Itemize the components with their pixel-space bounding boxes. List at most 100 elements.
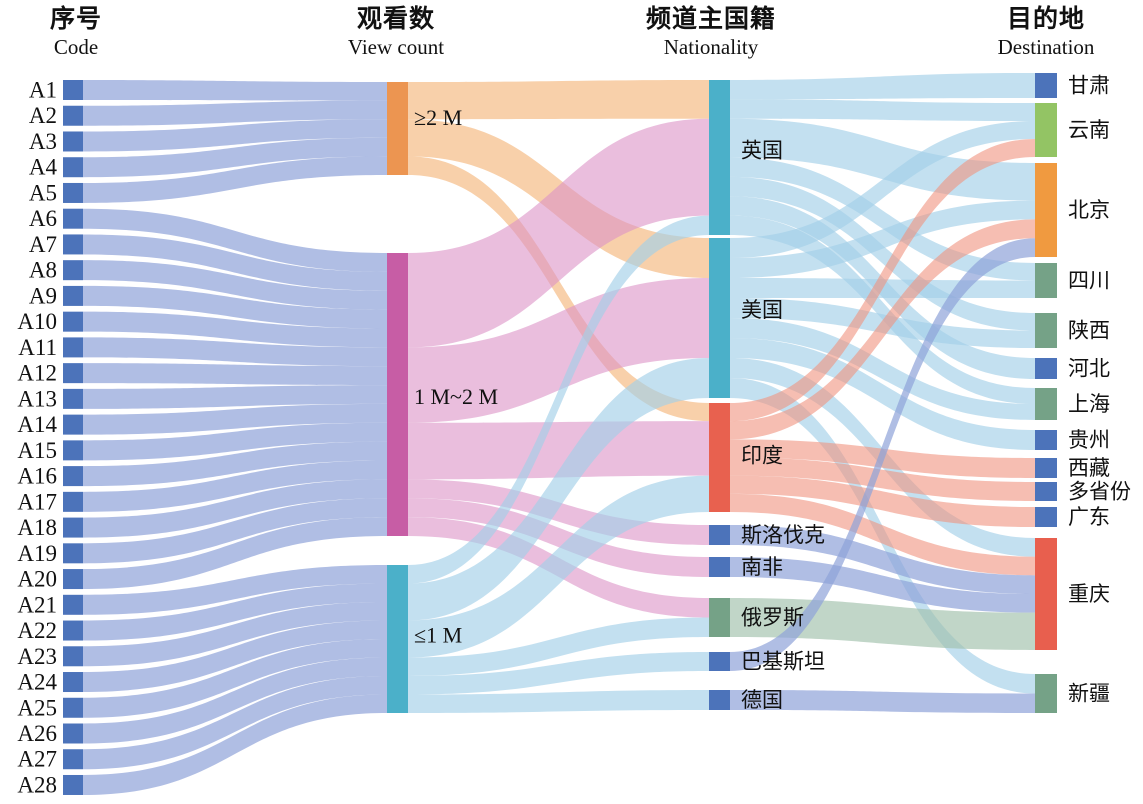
node-A4: [63, 157, 83, 178]
node-label-A25: A25: [17, 695, 57, 720]
node-A26: [63, 723, 83, 744]
node-ge2m: [387, 82, 408, 175]
node-guizhou: [1035, 430, 1057, 450]
flow-A10-m1to2: [83, 311, 387, 348]
node-A24: [63, 672, 83, 693]
flow-A12-m1to2: [83, 363, 387, 386]
flow-A7-m1to2: [83, 234, 387, 291]
node-label-slovakia: 斯洛伐克: [741, 523, 825, 547]
node-slovakia: [709, 525, 730, 545]
header-destination-zh: 目的地: [1006, 6, 1086, 33]
flow-m1to2-uk: [408, 118, 709, 348]
node-A7: [63, 234, 83, 255]
flow-A15-m1to2: [83, 422, 387, 461]
flow-le1m-india: [408, 475, 709, 658]
flow-le1m-russia: [408, 617, 709, 676]
flow-uk-gansu: [730, 73, 1035, 100]
node-gansu: [1035, 73, 1057, 98]
node-label-A26: A26: [17, 721, 57, 746]
flow-le1m-uk: [408, 215, 709, 584]
node-label-A24: A24: [17, 670, 57, 695]
node-A21: [63, 594, 83, 615]
node-A19: [63, 543, 83, 564]
flow-A18-m1to2: [83, 479, 387, 538]
flow-A6-m1to2: [83, 208, 387, 272]
node-m1to2: [387, 253, 408, 536]
node-label-A2: A2: [29, 103, 57, 128]
header-nationality: 频道主国籍 Nationality: [646, 6, 776, 59]
flow-ge2m-india: [408, 156, 709, 422]
node-label-uk: 英国: [741, 139, 783, 163]
node-A12: [63, 363, 83, 384]
node-label-A9: A9: [29, 283, 57, 308]
node-germany: [709, 690, 730, 710]
node-A20: [63, 569, 83, 590]
header-destination-en: Destination: [997, 34, 1095, 59]
node-A1: [63, 80, 83, 100]
flow-m1to2-us: [408, 278, 709, 423]
node-A11: [63, 337, 83, 358]
flow-m1to2-southafrica: [408, 498, 709, 577]
flow-A17-m1to2: [83, 460, 387, 512]
flow-uk-sichuan: [730, 157, 1035, 281]
flow-A19-m1to2: [83, 498, 387, 564]
flow-le1m-us: [408, 358, 709, 621]
flow-germany-xinjiang: [730, 690, 1035, 713]
node-A9: [63, 285, 83, 306]
node-A17: [63, 491, 83, 512]
flow-A20-m1to2: [83, 517, 387, 590]
flow-A25-le1m: [83, 639, 387, 718]
node-hebei: [1035, 358, 1057, 379]
node-label-A6: A6: [29, 206, 57, 231]
node-russia: [709, 598, 730, 637]
flow-A1-ge2m: [83, 80, 387, 101]
node-A22: [63, 620, 83, 641]
flow-A11-m1to2: [83, 337, 387, 367]
node-pakistan: [709, 652, 730, 671]
node-label-A10: A10: [17, 309, 57, 334]
flow-pakistan-beijing: [730, 238, 1035, 671]
flow-india-guangdong: [730, 475, 1035, 527]
node-label-A4: A4: [29, 155, 58, 180]
header-view-count-en: View count: [347, 34, 445, 59]
node-label-A8: A8: [29, 258, 57, 283]
node-A8: [63, 260, 83, 281]
node-label-A20: A20: [17, 567, 57, 592]
node-label-gansu: 甘肃: [1068, 74, 1110, 98]
node-label-yunnan: 云南: [1068, 118, 1110, 142]
node-label-A22: A22: [17, 618, 57, 643]
node-label-southafrica: 南非: [741, 555, 783, 579]
node-label-shanghai: 上海: [1068, 392, 1110, 416]
flow-le1m-pakistan: [408, 652, 709, 695]
flow-A5-ge2m: [83, 156, 387, 203]
node-india: [709, 403, 730, 512]
node-label-A19: A19: [17, 541, 57, 566]
node-label-A23: A23: [17, 644, 57, 669]
node-label-germany: 德国: [741, 688, 783, 712]
flow-uk-shaanxi: [730, 176, 1035, 331]
flow-india-beijing: [730, 219, 1035, 440]
flow-A21-le1m: [83, 565, 387, 615]
node-A6: [63, 208, 83, 229]
node-label-m1to2: 1 M~2 M: [414, 384, 498, 409]
node-label-guangdong: 广东: [1068, 505, 1110, 529]
flow-us-yunnan: [730, 121, 1035, 258]
node-label-A17: A17: [17, 489, 57, 514]
node-label-A28: A28: [17, 772, 57, 797]
flow-A22-le1m: [83, 583, 387, 641]
node-label-A15: A15: [17, 438, 57, 463]
header-code-en: Code: [53, 34, 99, 59]
node-shaanxi: [1035, 313, 1057, 348]
sankey-links: [83, 73, 1035, 795]
node-label-A12: A12: [17, 361, 57, 386]
header-code-zh: 序号: [49, 6, 103, 33]
header-nationality-en: Nationality: [663, 34, 759, 59]
node-A18: [63, 517, 83, 538]
flow-A2-ge2m: [83, 100, 387, 126]
header-view-count-zh: 观看数: [356, 6, 436, 33]
node-A2: [63, 105, 83, 126]
node-sichuan: [1035, 263, 1057, 298]
node-label-A14: A14: [17, 412, 57, 437]
